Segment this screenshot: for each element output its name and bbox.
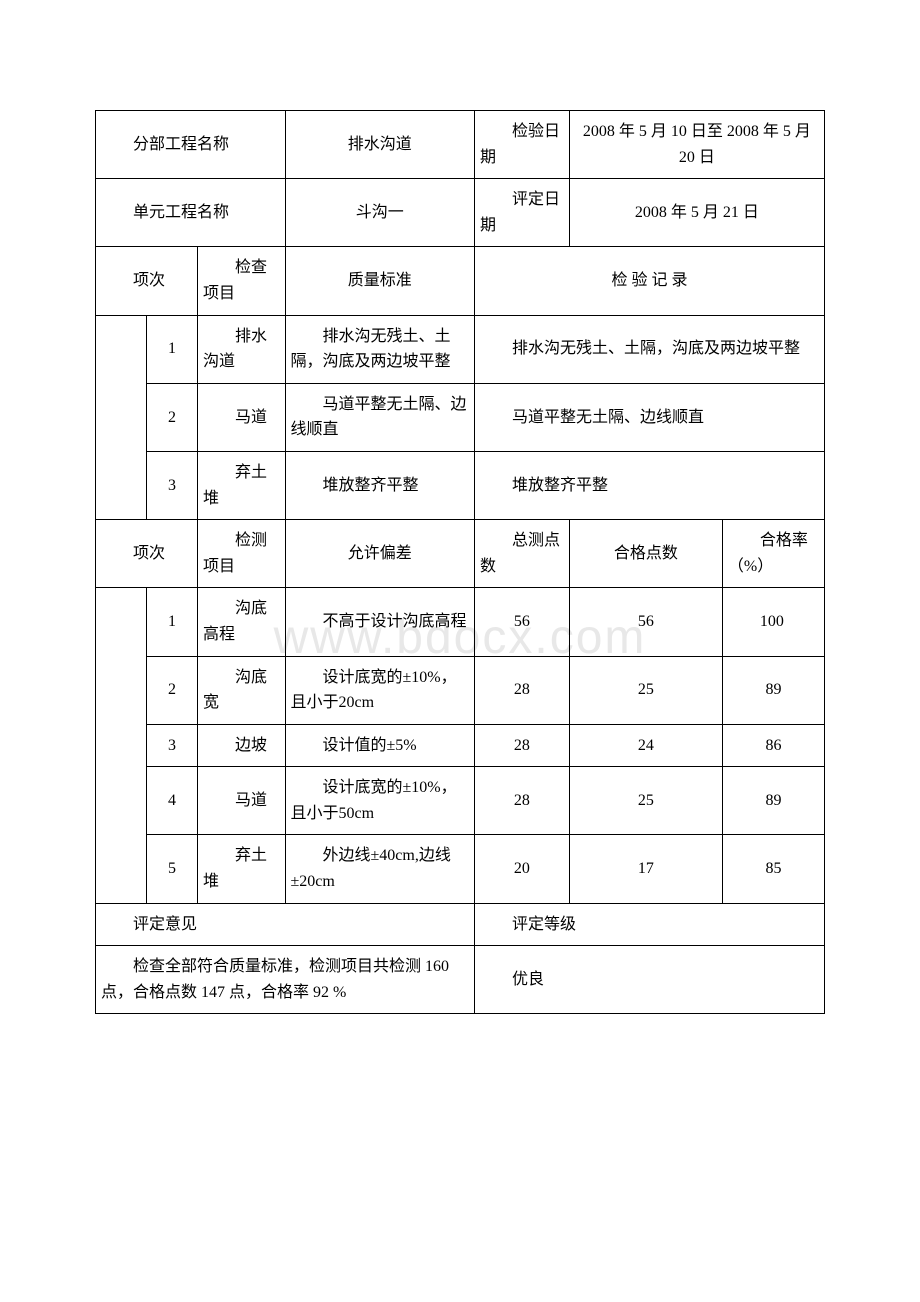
- check-seq: 1: [147, 315, 198, 383]
- measure-seq: 4: [147, 767, 198, 835]
- footer-label-row: 评定意见 评定等级: [96, 903, 825, 946]
- check-record: 堆放整齐平整: [475, 451, 825, 519]
- measure-col-item: 检测项目: [198, 520, 285, 588]
- eval-date-label: 评定日期: [475, 179, 570, 247]
- measure-col-tolerance: 允许偏差: [285, 520, 475, 588]
- opinion-text: 检查全部符合质量标准，检测项目共检测 160 点，合格点数 147 点，合格率 …: [96, 946, 475, 1014]
- measure-item: 边坡: [198, 724, 285, 767]
- check-seq: 3: [147, 451, 198, 519]
- check-standard: 堆放整齐平整: [285, 451, 475, 519]
- opinion-label: 评定意见: [96, 903, 475, 946]
- check-row: 3 弃土堆 堆放整齐平整 堆放整齐平整: [96, 451, 825, 519]
- measure-tolerance: 设计值的±5%: [285, 724, 475, 767]
- check-seq: 2: [147, 383, 198, 451]
- measure-tolerance: 设计底宽的±10%，且小于50cm: [285, 767, 475, 835]
- check-item: 排水沟道: [198, 315, 285, 383]
- check-item: 马道: [198, 383, 285, 451]
- header-row-1: 分部工程名称 排水沟道 检验日期 2008 年 5 月 10 日至 2008 年…: [96, 111, 825, 179]
- measure-col-rate: 合格率（%）: [722, 520, 824, 588]
- measure-seq: 2: [147, 656, 198, 724]
- measure-rate: 89: [722, 656, 824, 724]
- measure-pass: 17: [569, 835, 722, 903]
- measure-rate: 100: [722, 588, 824, 656]
- measure-tolerance: 不高于设计沟底高程: [285, 588, 475, 656]
- measure-row: 4 马道 设计底宽的±10%，且小于50cm 28 25 89: [96, 767, 825, 835]
- check-col-seq: 项次: [96, 247, 198, 315]
- inspect-date-value: 2008 年 5 月 10 日至 2008 年 5 月 20 日: [569, 111, 824, 179]
- inspect-date-label: 检验日期: [475, 111, 570, 179]
- check-col-item: 检查项目: [198, 247, 285, 315]
- subproject-value: 排水沟道: [285, 111, 475, 179]
- check-col-record: 检 验 记 录: [475, 247, 825, 315]
- measure-total: 28: [475, 656, 570, 724]
- grade-label: 评定等级: [475, 903, 825, 946]
- measure-total: 20: [475, 835, 570, 903]
- measure-total: 56: [475, 588, 570, 656]
- measure-item: 沟底宽: [198, 656, 285, 724]
- check-row: 2 马道 马道平整无土隔、边线顺直 马道平整无土隔、边线顺直: [96, 383, 825, 451]
- measure-row: 1 沟底高程 不高于设计沟底高程 56 56 100: [96, 588, 825, 656]
- measure-col-total: 总测点数: [475, 520, 570, 588]
- measure-item: 弃土堆: [198, 835, 285, 903]
- check-standard: 马道平整无土隔、边线顺直: [285, 383, 475, 451]
- measure-item: 沟底高程: [198, 588, 285, 656]
- check-item: 弃土堆: [198, 451, 285, 519]
- subproject-label: 分部工程名称: [96, 111, 286, 179]
- measure-row: 5 弃土堆 外边线±40cm,边线±20cm 20 17 85: [96, 835, 825, 903]
- measure-row: 3 边坡 设计值的±5% 28 24 86: [96, 724, 825, 767]
- measure-rate: 89: [722, 767, 824, 835]
- grade-text: 优良: [475, 946, 825, 1014]
- measure-row: 2 沟底宽 设计底宽的±10%，且小于20cm 28 25 89: [96, 656, 825, 724]
- measure-pass: 56: [569, 588, 722, 656]
- check-record: 排水沟无残土、土隔，沟底及两边坡平整: [475, 315, 825, 383]
- measure-pass: 25: [569, 656, 722, 724]
- measure-seq: 1: [147, 588, 198, 656]
- eval-date-value: 2008 年 5 月 21 日: [569, 179, 824, 247]
- check-row: 1 排水沟道 排水沟无残土、土隔，沟底及两边坡平整 排水沟无残土、土隔，沟底及两…: [96, 315, 825, 383]
- document-page: 分部工程名称 排水沟道 检验日期 2008 年 5 月 10 日至 2008 年…: [0, 0, 920, 1074]
- measure-seq: 3: [147, 724, 198, 767]
- check-standard: 排水沟无残土、土隔，沟底及两边坡平整: [285, 315, 475, 383]
- unit-value: 斗沟一: [285, 179, 475, 247]
- measure-tolerance: 外边线±40cm,边线±20cm: [285, 835, 475, 903]
- inspection-table: 分部工程名称 排水沟道 检验日期 2008 年 5 月 10 日至 2008 年…: [95, 110, 825, 1014]
- header-row-2: 单元工程名称 斗沟一 评定日期 2008 年 5 月 21 日: [96, 179, 825, 247]
- measure-rate: 86: [722, 724, 824, 767]
- measure-col-pass: 合格点数: [569, 520, 722, 588]
- measure-tolerance: 设计底宽的±10%，且小于20cm: [285, 656, 475, 724]
- measure-seq: 5: [147, 835, 198, 903]
- check-group-spacer: [96, 315, 147, 520]
- measure-header-row: 项次 检测项目 允许偏差 总测点数 合格点数 合格率（%）: [96, 520, 825, 588]
- unit-label: 单元工程名称: [96, 179, 286, 247]
- check-col-standard: 质量标准: [285, 247, 475, 315]
- check-record: 马道平整无土隔、边线顺直: [475, 383, 825, 451]
- measure-pass: 25: [569, 767, 722, 835]
- measure-col-seq: 项次: [96, 520, 198, 588]
- measure-pass: 24: [569, 724, 722, 767]
- check-header-row: 项次 检查项目 质量标准 检 验 记 录: [96, 247, 825, 315]
- measure-total: 28: [475, 767, 570, 835]
- footer-value-row: 检查全部符合质量标准，检测项目共检测 160 点，合格点数 147 点，合格率 …: [96, 946, 825, 1014]
- measure-group-spacer: [96, 588, 147, 903]
- measure-total: 28: [475, 724, 570, 767]
- measure-item: 马道: [198, 767, 285, 835]
- measure-rate: 85: [722, 835, 824, 903]
